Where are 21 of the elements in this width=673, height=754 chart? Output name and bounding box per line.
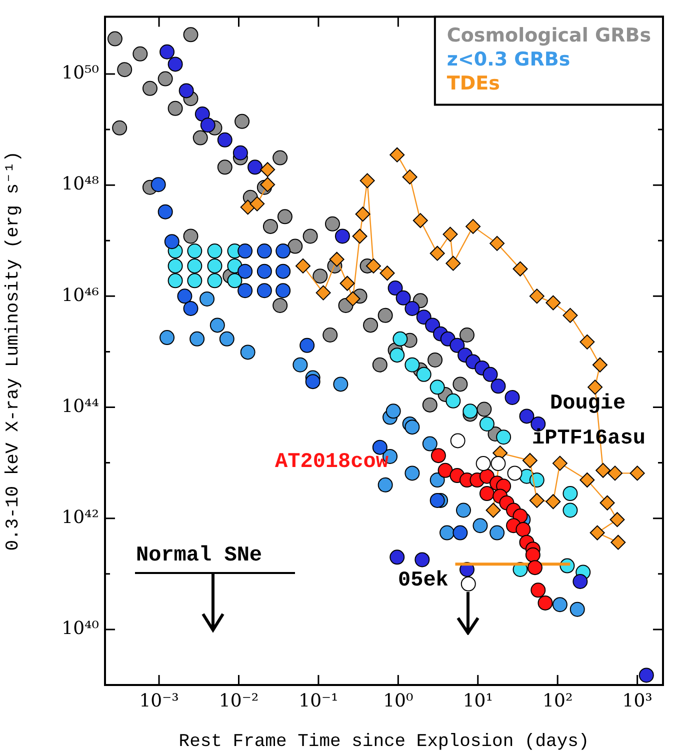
y-tick-label: 10⁴⁰ — [62, 618, 99, 640]
legend-label: z<0.3 GRBs — [446, 48, 570, 71]
y-axis-title: 0.3-10 keV X-ray Luminosity (erg s⁻¹) — [4, 151, 24, 551]
y-tick-label: 10⁴² — [62, 507, 99, 528]
x-axis-title: Rest Frame Time since Explosion (days) — [178, 732, 590, 752]
y-tick-label: 10⁴⁸ — [62, 174, 99, 195]
legend-label: Cosmological GRBs — [446, 24, 652, 47]
annotation: Normal SNe — [136, 544, 262, 568]
x-tick-label: 10⁻² — [218, 690, 259, 712]
x-tick-label: 10² — [542, 690, 573, 712]
text: TDEs — [446, 72, 500, 95]
x-tick-label: 10³ — [622, 690, 652, 712]
annotation: AT2018cow — [275, 450, 389, 474]
y-tick-label: 10⁴⁶ — [62, 284, 99, 306]
y-tick-label: 10⁴⁴ — [62, 396, 99, 417]
x-tick-label: 10¹ — [462, 690, 493, 712]
x-tick-label: 10⁻³ — [139, 690, 179, 712]
x-tick-label: 10⁻¹ — [298, 690, 338, 712]
x-tick-label: 10⁰ — [383, 690, 414, 712]
annotation: 05ek — [398, 569, 448, 592]
y-tick-label: 10⁵⁰ — [62, 62, 99, 84]
